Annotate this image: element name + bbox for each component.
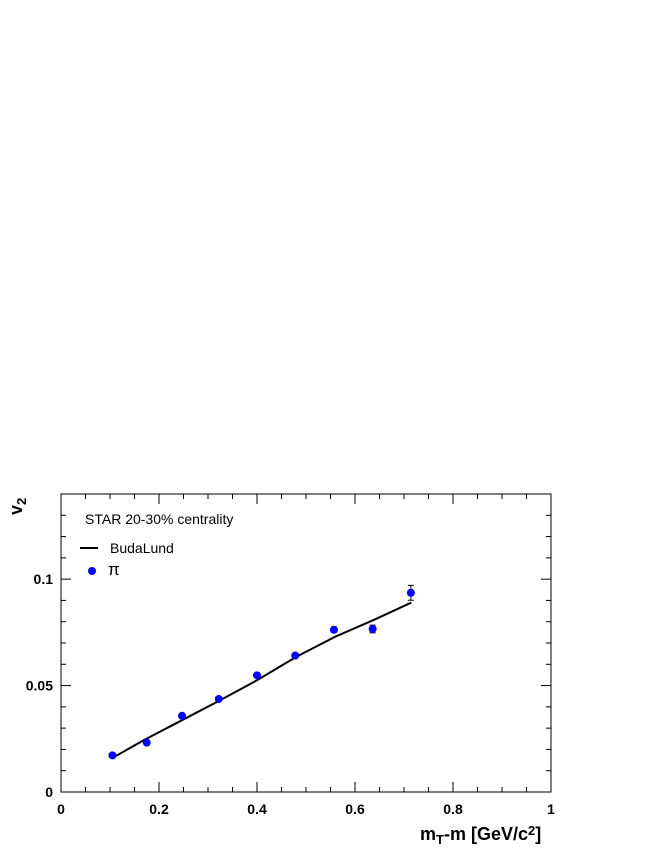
data-point [214,694,223,703]
x-title-sup: 2 [528,823,535,838]
x-tick-label: 0 [57,801,65,817]
data-point [329,625,338,634]
data-point [368,624,377,633]
x-title-rest: -m [GeV/c [444,824,528,844]
x-tick-label: 0.2 [149,801,169,817]
x-tick-label: 0.8 [443,801,463,817]
data-point [142,738,151,747]
x-axis-title: mT-m [GeV/c2] [420,823,541,847]
data-point [178,711,187,720]
chart-annotation: STAR 20-30% centrality [85,511,233,527]
y-axis-title: v2 [6,498,29,515]
data-point [108,751,117,760]
data-point [253,671,261,680]
data-point [291,651,300,660]
y-title-sub: 2 [14,498,29,505]
x-tick-label: 0.4 [247,801,267,817]
y-tick-label: 0 [45,784,53,800]
legend: BudaLund π [80,540,174,579]
x-tick-label: 0.6 [345,801,365,817]
legend-label-budalund: BudaLund [110,540,174,556]
plot-frame [60,493,552,793]
y-tick-label: 0.05 [26,678,53,694]
plot-area [108,584,415,760]
data-point [406,588,415,597]
legend-marker-swatch [88,567,96,575]
legend-label-pion: π [108,560,120,579]
x-title-sub: T [436,832,444,847]
y-tick-label: 0.1 [34,571,54,587]
y-title-main: v [6,505,26,515]
x-title-main: m [420,824,436,844]
x-axis: 0 0.2 0.4 0.6 0.8 1 [57,494,555,817]
x-title-end: ] [535,824,541,844]
budalund-line [111,601,412,759]
x-tick-label: 1 [547,801,555,817]
y-axis: 0 0.05 0.1 [26,493,551,800]
